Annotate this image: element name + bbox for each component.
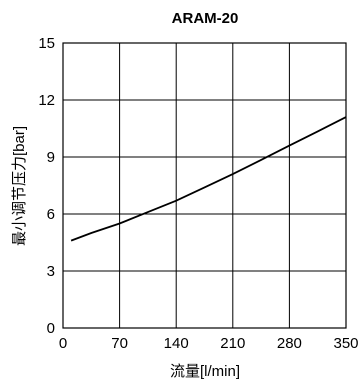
y-tick-label: 12 xyxy=(38,92,55,109)
y-tick-label: 6 xyxy=(47,206,55,223)
y-tick-label: 0 xyxy=(47,320,55,337)
y-tick-label: 9 xyxy=(47,149,55,166)
x-tick-label: 70 xyxy=(111,335,128,352)
x-tick-label: 0 xyxy=(59,335,67,352)
x-tick-label: 280 xyxy=(277,335,302,352)
x-tick-labels: 0 70 140 210 280 350 xyxy=(59,335,359,352)
y-tick-label: 15 xyxy=(38,35,55,52)
grid-lines xyxy=(63,43,346,328)
x-tick-label: 140 xyxy=(164,335,189,352)
series-line xyxy=(70,116,347,242)
x-tick-label: 210 xyxy=(220,335,245,352)
chart-title: ARAM-20 xyxy=(172,10,239,27)
y-tick-labels: 0 3 6 9 12 15 xyxy=(38,35,55,337)
x-tick-label: 350 xyxy=(333,335,358,352)
y-tick-label: 3 xyxy=(47,263,55,280)
plot-frame xyxy=(62,42,347,329)
x-axis-label: 流量[l/min] xyxy=(170,363,240,380)
y-axis-label: 最小调节压力[bar] xyxy=(11,126,28,246)
